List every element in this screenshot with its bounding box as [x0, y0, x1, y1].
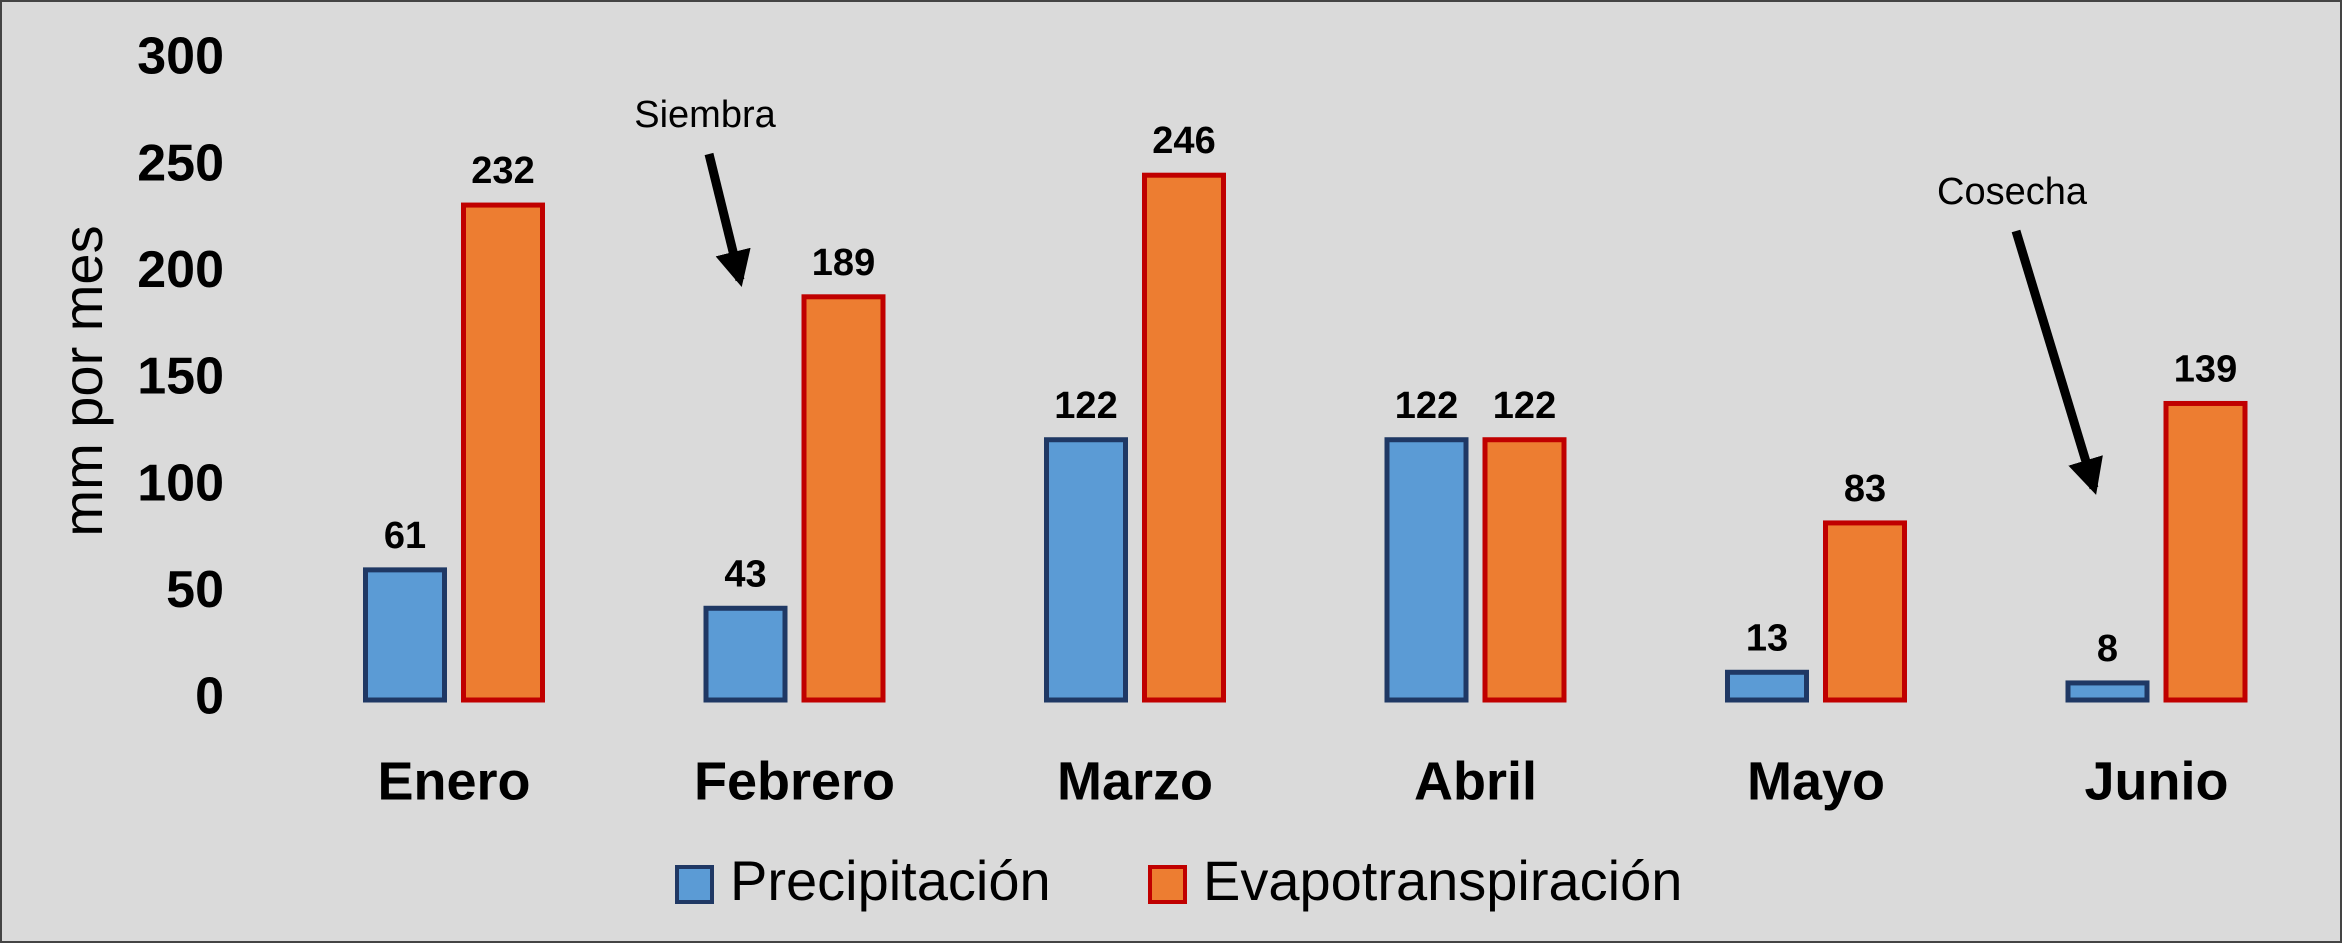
x-tick-label: Junio: [2085, 751, 2229, 811]
bar: [1823, 520, 1907, 703]
x-tick-label: Abril: [1414, 751, 1537, 811]
data-label: 122: [1395, 385, 1458, 427]
data-label: 43: [724, 553, 766, 595]
bar: [1384, 437, 1469, 703]
x-tick-label: Mayo: [1747, 751, 1885, 811]
data-label: 13: [1746, 617, 1788, 659]
bar: [1044, 437, 1128, 703]
legend-label: Evapotranspiración: [1203, 849, 1682, 912]
annotation: Cosecha: [1937, 171, 2088, 213]
x-tick-label: Enero: [377, 751, 530, 811]
y-tick-label: 50: [166, 561, 224, 619]
bar: [1142, 172, 1226, 703]
bar: [2065, 680, 2150, 703]
legend-swatch: [1148, 865, 1187, 904]
bar: [1482, 437, 1567, 703]
bar: [1725, 669, 1809, 703]
bar: [703, 605, 788, 703]
data-label: 246: [1152, 120, 1215, 162]
y-axis-label: mm por mes: [51, 225, 114, 536]
x-tick-label: Marzo: [1057, 751, 1213, 811]
annotation-arrow: [704, 152, 751, 287]
data-label: 122: [1493, 385, 1556, 427]
data-label: 8: [2097, 628, 2118, 670]
annotation: Siembra: [634, 94, 776, 136]
legend-swatch: [675, 865, 714, 904]
y-tick-label: 250: [137, 134, 224, 192]
data-label: 122: [1054, 385, 1117, 427]
y-tick-label: 200: [137, 241, 224, 299]
bar: [363, 567, 447, 703]
data-label: 139: [2174, 348, 2237, 390]
y-tick-label: 0: [195, 668, 224, 726]
y-tick-label: 300: [137, 28, 224, 86]
bar: [461, 202, 545, 703]
annotation-arrow: [2011, 229, 2103, 495]
legend-label: Precipitación: [730, 849, 1051, 912]
bar: [801, 294, 886, 703]
bar: [2163, 400, 2248, 703]
data-label: 189: [812, 242, 875, 284]
data-label: 83: [1844, 468, 1886, 510]
y-tick-label: 150: [137, 348, 224, 406]
data-label: 232: [471, 150, 534, 192]
x-tick-label: Febrero: [694, 751, 895, 811]
y-tick-label: 100: [137, 454, 224, 512]
data-label: 61: [384, 515, 426, 557]
